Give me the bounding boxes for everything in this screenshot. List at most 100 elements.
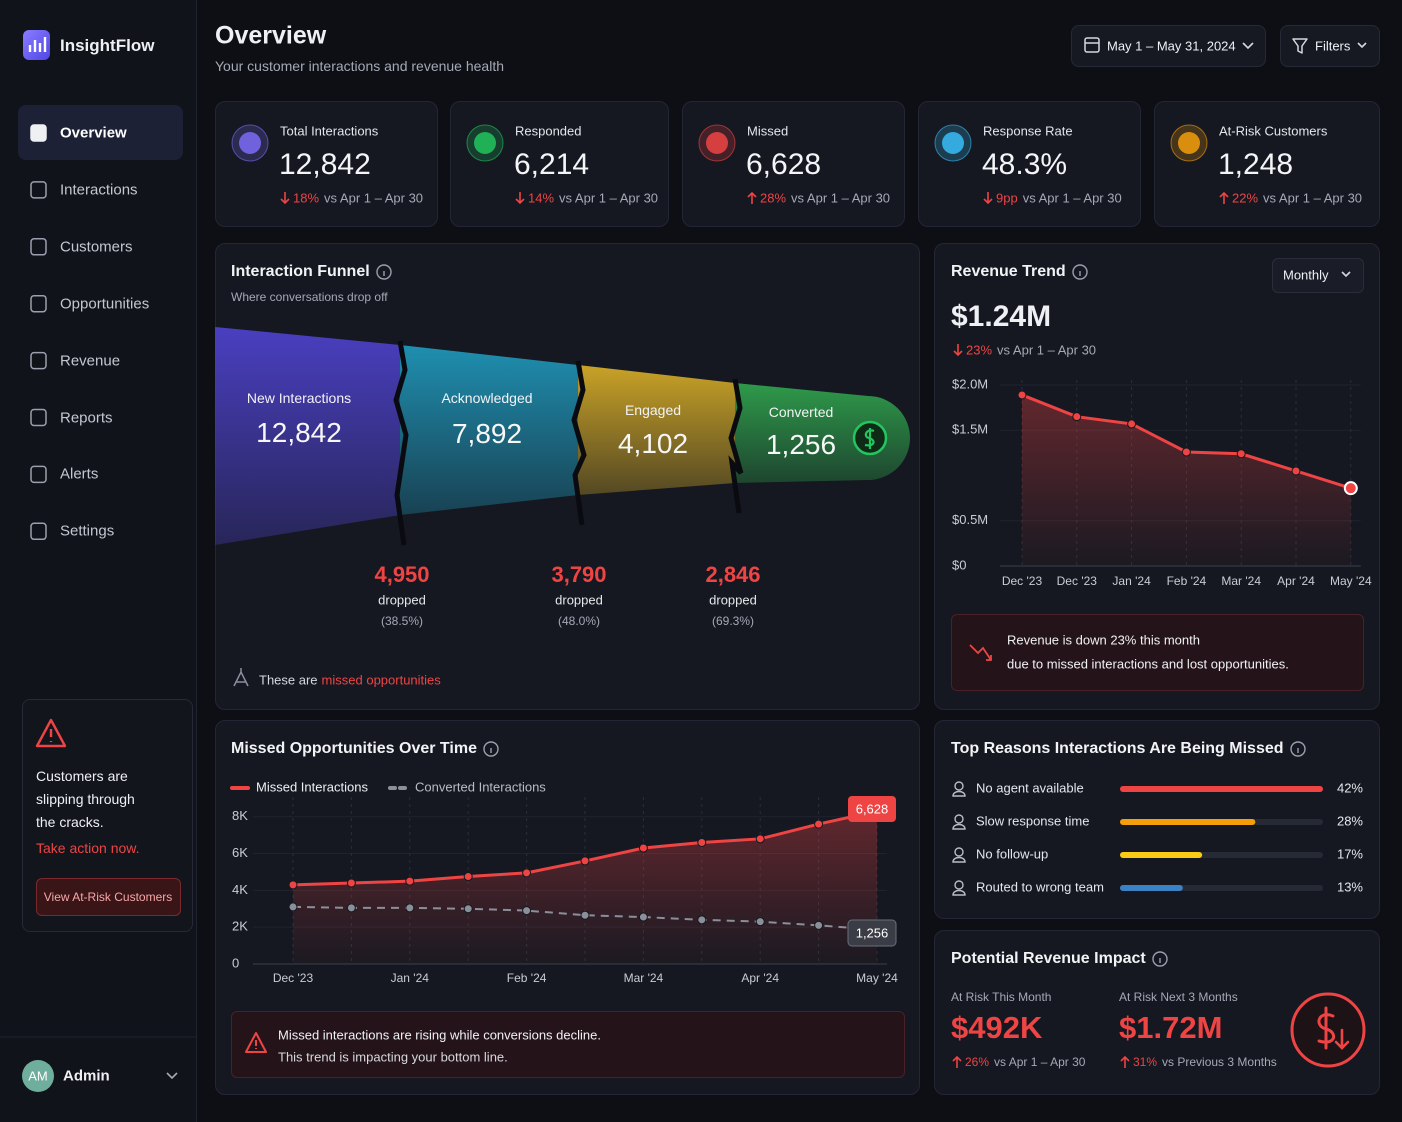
change-row: 23% vs Apr 1 – Apr 30 [966,343,1096,358]
impact-label: At Risk This Month [951,990,1052,1004]
kpi-value: 12,842 [279,148,371,181]
card-title: Potential Revenue Impact [951,950,1146,967]
card-title: Revenue Trend [951,263,1066,280]
drop-value: 3,790 [551,562,607,587]
kpi-label: Responded [515,123,582,139]
change-value: 22% [1232,190,1259,206]
alert-message: Customers are slipping through the crack… [36,768,135,830]
date-range[interactable]: May 1 – May 31, 2024 [1107,38,1236,54]
alert-line: due to missed interactions and lost oppo… [1007,656,1289,672]
stage-label: Converted [768,404,834,420]
alert-action: Take action now. [36,840,140,856]
change-row: 26% vs Apr 1 – Apr 30 [965,1055,1085,1069]
nav-label: Customers [60,238,133,256]
card-title: Interaction Funnel [231,263,370,280]
revenue-alert [951,614,1364,691]
drop-label: dropped [555,592,603,608]
card-title: Missed Opportunities Over Time [231,740,477,757]
stage-value: 12,842 [256,417,342,448]
change-value: 26% [965,1055,990,1069]
stage-label: Engaged [624,402,682,418]
kpi-card [1154,101,1380,227]
alert-button[interactable] [36,878,181,916]
funnel-note: These are missed opportunities [259,673,441,688]
nav-label: Interactions [60,181,138,199]
note-text: These are [259,672,318,688]
drop-share: (38.5%) [380,614,424,628]
avatar-initials: AM [28,1068,48,1084]
funnel-card [215,243,920,710]
page-title: Overview [215,21,327,50]
kpi-card [450,101,669,227]
stage-value: 7,892 [451,418,523,449]
alert-line: Missed interactions are rising while con… [278,1027,601,1043]
change-value: 28% [760,190,787,206]
change-row: 14% vs Apr 1 – Apr 30 [528,191,658,206]
impact-value: $1.72M [1119,1010,1223,1045]
kpi-label: Missed [747,123,789,139]
nav-label: Revenue [60,352,121,370]
change-compare: vs Apr 1 – Apr 30 [559,190,659,206]
kpi-value: 6,214 [514,148,590,181]
kpi-card [215,101,438,227]
brand: InsightFlow [60,36,155,55]
change-value: 14% [528,190,555,206]
page-subtitle: Your customer interactions and revenue h… [215,58,504,74]
kpi-value: 6,628 [746,148,822,181]
impact-label: At Risk Next 3 Months [1119,990,1238,1004]
change-row: 28% vs Apr 1 – Apr 30 [760,191,890,206]
change-row: 18% vs Apr 1 – Apr 30 [293,191,423,206]
change-compare: vs Apr 1 – Apr 30 [994,1055,1086,1069]
date-button[interactable] [1071,25,1266,67]
nav-label: Alerts [60,465,99,483]
drop-value: 2,846 [705,562,761,587]
drop-share: (48.0%) [557,614,601,628]
alert-line: Revenue is down 23% this month [1007,632,1200,648]
nav-item[interactable] [18,446,183,501]
kpi-card [918,101,1141,227]
change-compare: vs Apr 1 – Apr 30 [324,190,424,206]
stage-label: Acknowledged [441,390,533,406]
nav-label: Settings [60,522,115,540]
stage-value: 4,102 [617,428,689,459]
drop-label: dropped [709,592,757,608]
alert-line: This trend is impacting your bottom line… [278,1049,508,1065]
missed-alert [231,1011,905,1078]
kpi-value: 48.3% [982,148,1068,181]
change-value: 9pp [996,190,1018,206]
kpi-label: Response Rate [983,123,1073,139]
filters-label[interactable]: Filters [1315,38,1351,54]
drop-label: dropped [378,592,426,608]
change-value: 31% [1133,1055,1158,1069]
change-row: 9pp vs Apr 1 – Apr 30 [996,191,1122,206]
kpi-card [682,101,905,227]
change-compare: vs Previous 3 Months [1162,1055,1277,1069]
kpi-label: At-Risk Customers [1219,123,1328,139]
change-row: 31% vs Previous 3 Months [1133,1055,1277,1069]
change-compare: vs Apr 1 – Apr 30 [791,190,891,206]
impact-value: $492K [951,1010,1043,1045]
user-name[interactable]: Admin [63,1067,110,1085]
drop-share: (69.3%) [711,614,755,628]
nav-label: Opportunities [60,295,150,313]
kpi-label: Total Interactions [280,123,379,139]
alert-button-label[interactable]: View At-Risk Customers [43,890,173,904]
change-compare: vs Apr 1 – Apr 30 [1263,190,1363,206]
period-label[interactable]: Monthly [1283,267,1329,283]
change-compare: vs Apr 1 – Apr 30 [1022,190,1122,206]
stage-label: New Interactions [246,390,352,406]
kpi-value: 1,248 [1218,148,1294,181]
nav-label: Overview [60,124,127,142]
card-subtitle: Where conversations drop off [231,290,388,304]
change-value: 18% [293,190,320,206]
note-link[interactable]: missed opportunities [321,672,441,688]
revenue-value: $1.24M [951,300,1052,333]
change-value: 23% [966,342,993,358]
stage-value: 1,256 [765,429,837,460]
change-compare: vs Apr 1 – Apr 30 [997,342,1097,358]
nav-label: Reports [60,409,113,426]
drop-value: 4,950 [374,562,430,587]
change-row: 22% vs Apr 1 – Apr 30 [1232,191,1362,206]
